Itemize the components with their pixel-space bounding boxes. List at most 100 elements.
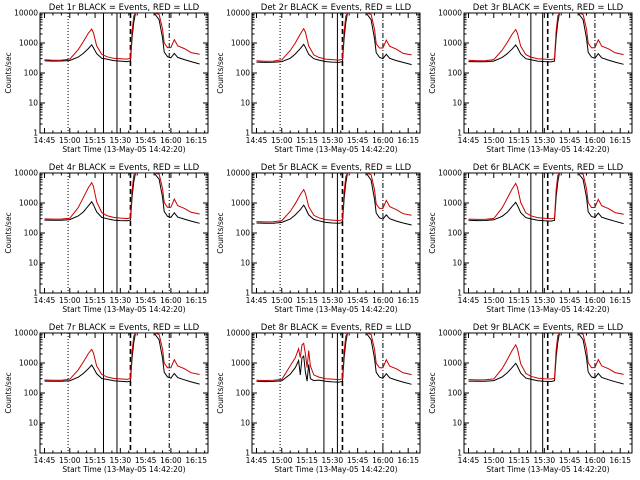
series-lld <box>44 173 200 220</box>
plot-data-area <box>256 333 412 453</box>
series-lld <box>44 333 200 381</box>
x-tick-label: 14:45 <box>458 296 480 305</box>
x-axis-label: Start Time (13-May-05 14:42:20) <box>274 465 397 474</box>
plot-frame <box>251 332 421 454</box>
plot-data-area <box>256 173 412 293</box>
plot-data-area <box>44 13 200 133</box>
x-tick-label: 15:30 <box>534 136 556 145</box>
x-tick-label: 16:00 <box>160 456 182 465</box>
y-tick-label: 10 <box>240 259 250 268</box>
y-tick-label: 1000 <box>443 39 462 48</box>
y-axis-label: Counts/sec <box>216 212 225 253</box>
x-tick-label: 14:45 <box>34 136 56 145</box>
plot-frame <box>39 12 209 134</box>
y-axis-label: Counts/sec <box>4 212 13 253</box>
x-tick-label: 15:00 <box>59 296 81 305</box>
series-lld <box>468 13 624 62</box>
series-events <box>256 173 412 226</box>
y-tick-label: 100 <box>24 69 39 78</box>
y-tick-label: 1 <box>245 129 250 138</box>
x-tick-label: 15:45 <box>135 136 157 145</box>
chart-panel-7: Det 7r BLACK = Events, RED = LLD 1 10 100 10… <box>4 323 209 474</box>
x-tick-label: 16:00 <box>372 456 394 465</box>
y-tick-label: 100 <box>24 229 39 238</box>
x-tick-label: 16:00 <box>584 456 606 465</box>
y-axis-label: Counts/sec <box>4 52 13 93</box>
series-lld <box>256 173 412 223</box>
x-tick-label: 15:30 <box>322 136 344 145</box>
chart-panel-4: Det 4r BLACK = Events, RED = LLD 1 10 100 10… <box>4 163 209 314</box>
x-tick-label: 16:15 <box>397 296 419 305</box>
y-tick-label: 10000 <box>438 9 462 18</box>
series-events <box>256 333 412 385</box>
plot-data-area <box>468 13 624 133</box>
x-tick-label: 15:00 <box>483 136 505 145</box>
y-tick-label: 10 <box>28 419 38 428</box>
y-tick-label: 100 <box>236 229 251 238</box>
chart-panel-5: Det 5r BLACK = Events, RED = LLD 1 10 100 10… <box>216 163 421 314</box>
x-tick-label: 15:30 <box>534 296 556 305</box>
x-tick-label: 15:15 <box>508 456 530 465</box>
chart-panel-1: Det 1r BLACK = Events, RED = LLD 1 10 100 10… <box>4 3 209 154</box>
series-lld <box>468 173 624 220</box>
x-tick-label: 16:15 <box>185 136 207 145</box>
series-events <box>468 173 624 225</box>
x-tick-label: 15:30 <box>322 296 344 305</box>
chart-title: Det 2r BLACK = Events, RED = LLD <box>261 3 412 13</box>
y-tick-label: 1 <box>457 129 462 138</box>
y-tick-label: 100 <box>24 389 39 398</box>
chart-title: Det 4r BLACK = Events, RED = LLD <box>49 163 200 173</box>
x-tick-label: 14:45 <box>246 296 268 305</box>
y-tick-label: 1 <box>33 449 38 458</box>
x-axis-label: Start Time (13-May-05 14:42:20) <box>486 145 609 154</box>
chart-title: Det 6r BLACK = Events, RED = LLD <box>473 163 624 173</box>
y-tick-label: 10000 <box>438 329 462 338</box>
x-tick-label: 14:45 <box>34 296 56 305</box>
x-tick-label: 16:00 <box>584 136 606 145</box>
x-tick-label: 16:15 <box>609 296 631 305</box>
x-tick-label: 15:45 <box>559 296 581 305</box>
y-tick-label: 1000 <box>231 39 250 48</box>
y-tick-label: 10000 <box>14 9 38 18</box>
y-tick-label: 1 <box>245 449 250 458</box>
x-tick-label: 16:00 <box>372 296 394 305</box>
x-tick-label: 16:15 <box>185 296 207 305</box>
x-tick-label: 15:15 <box>296 296 318 305</box>
x-axis-label: Start Time (13-May-05 14:42:20) <box>486 305 609 314</box>
x-tick-label: 14:45 <box>246 136 268 145</box>
x-tick-label: 15:00 <box>59 456 81 465</box>
y-tick-label: 10000 <box>14 329 38 338</box>
x-tick-label: 15:00 <box>271 456 293 465</box>
chart-panel-6: Det 6r BLACK = Events, RED = LLD 1 10 100 10… <box>428 163 633 314</box>
y-tick-label: 100 <box>236 389 251 398</box>
y-tick-label: 10 <box>452 419 462 428</box>
x-tick-label: 16:15 <box>609 136 631 145</box>
x-tick-label: 15:00 <box>483 296 505 305</box>
chart-panel-2: Det 2r BLACK = Events, RED = LLD 1 10 100 10… <box>216 3 421 154</box>
plot-frame <box>39 332 209 454</box>
y-tick-label: 1000 <box>19 199 38 208</box>
x-tick-label: 15:00 <box>271 136 293 145</box>
x-tick-label: 15:45 <box>135 456 157 465</box>
y-tick-label: 1000 <box>231 359 250 368</box>
y-tick-label: 10000 <box>438 169 462 178</box>
plot-data-area <box>44 333 200 453</box>
chart-title: Det 8r BLACK = Events, RED = LLD <box>261 323 412 333</box>
series-lld <box>44 13 200 61</box>
y-axis-label: Counts/sec <box>216 372 225 413</box>
chart-title: Det 9r BLACK = Events, RED = LLD <box>473 323 624 333</box>
x-tick-label: 15:15 <box>296 456 318 465</box>
y-tick-label: 1 <box>33 129 38 138</box>
y-tick-label: 1000 <box>443 359 462 368</box>
plot-data-area <box>256 13 412 133</box>
y-tick-label: 100 <box>448 69 463 78</box>
x-tick-label: 16:15 <box>609 456 631 465</box>
y-tick-label: 1000 <box>443 199 462 208</box>
y-tick-label: 1000 <box>19 39 38 48</box>
x-tick-label: 15:45 <box>347 296 369 305</box>
x-tick-label: 15:45 <box>559 136 581 145</box>
x-tick-label: 16:00 <box>372 136 394 145</box>
chart-panel-8: Det 8r BLACK = Events, RED = LLD 1 10 100 10… <box>216 323 421 474</box>
x-axis-label: Start Time (13-May-05 14:42:20) <box>486 465 609 474</box>
